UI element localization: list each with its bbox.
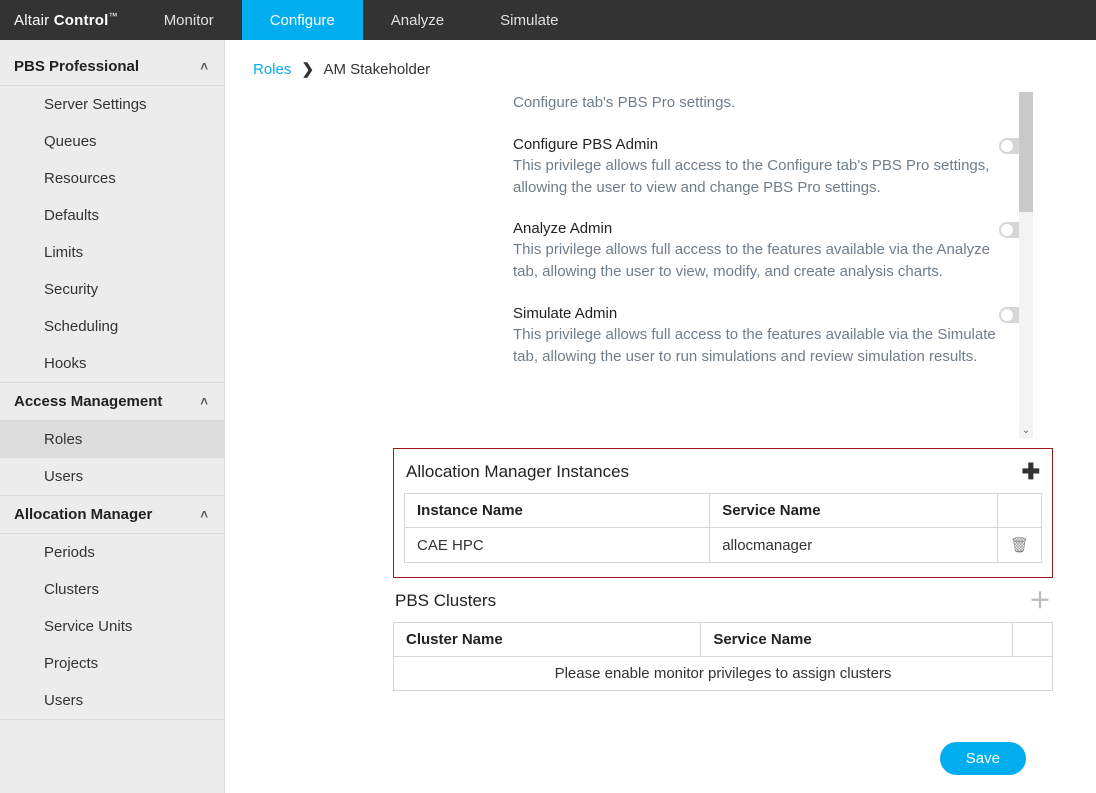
sidebar-item-projects[interactable]: Projects xyxy=(0,645,224,682)
col-service-name: Service Name xyxy=(701,623,1013,657)
brand-tm: ™ xyxy=(108,11,117,21)
sidebar-item-label: Scheduling xyxy=(44,318,118,335)
privilege-block: Analyze Admin This privilege allows full… xyxy=(513,220,1019,283)
sidebar-item-label: Projects xyxy=(44,655,98,672)
privilege-desc: This privilege allows full access to the… xyxy=(513,324,1019,368)
sidebar-item-label: Roles xyxy=(44,431,82,448)
sidebar-section-access-management[interactable]: Access Management ˄ xyxy=(0,383,224,421)
sidebar-item-limits[interactable]: Limits xyxy=(0,234,224,271)
sidebar-item-queues[interactable]: Queues xyxy=(0,123,224,160)
sidebar-item-scheduling[interactable]: Scheduling xyxy=(0,308,224,345)
privileges-scrollpane: Configure tab's PBS Pro settings. Config… xyxy=(513,92,1033,438)
clusters-table: Cluster Name Service Name Please enable … xyxy=(393,622,1053,691)
nav-label: Simulate xyxy=(500,12,558,29)
sidebar: PBS Professional ˄ Server Settings Queue… xyxy=(0,40,225,793)
breadcrumb: Roles ❯ AM Stakeholder xyxy=(253,60,1068,78)
save-button[interactable]: Save xyxy=(940,742,1026,775)
col-service-name: Service Name xyxy=(710,494,998,528)
privilege-desc-tail: Configure tab's PBS Pro settings. xyxy=(513,92,1019,114)
section-title: Allocation Manager xyxy=(14,506,152,523)
sidebar-item-server-settings[interactable]: Server Settings xyxy=(0,86,224,123)
privilege-block: Simulate Admin This privilege allows ful… xyxy=(513,305,1019,368)
section-title: Access Management xyxy=(14,393,162,410)
delete-instance-button[interactable]: 🗑 xyxy=(997,528,1041,563)
col-instance-name: Instance Name xyxy=(405,494,710,528)
scrollbar-thumb[interactable] xyxy=(1019,92,1033,212)
sidebar-section-allocation-manager[interactable]: Allocation Manager ˄ xyxy=(0,496,224,534)
col-actions xyxy=(997,494,1041,528)
col-cluster-name: Cluster Name xyxy=(394,623,701,657)
panel-pbs-clusters: PBS Clusters ＋ Cluster Name Service Name… xyxy=(393,586,1053,691)
sidebar-item-label: Periods xyxy=(44,544,95,561)
privilege-desc: This privilege allows full access to the… xyxy=(513,239,1019,283)
privilege-block: Configure PBS Admin This privilege allow… xyxy=(513,136,1019,199)
sidebar-item-periods[interactable]: Periods xyxy=(0,534,224,571)
sidebar-item-label: Clusters xyxy=(44,581,99,598)
col-actions xyxy=(1013,623,1053,657)
nav-label: Analyze xyxy=(391,12,444,29)
sidebar-item-roles[interactable]: Roles xyxy=(0,421,224,458)
sidebar-item-label: Resources xyxy=(44,170,116,187)
sidebar-item-label: Service Units xyxy=(44,618,132,635)
sidebar-item-label: Users xyxy=(44,468,83,485)
nav-monitor[interactable]: Monitor xyxy=(136,0,242,40)
breadcrumb-current: AM Stakeholder xyxy=(323,61,430,78)
sidebar-item-clusters[interactable]: Clusters xyxy=(0,571,224,608)
nav-label: Configure xyxy=(270,12,335,29)
sidebar-item-label: Server Settings xyxy=(44,96,147,113)
add-cluster-button[interactable]: ＋ xyxy=(1029,590,1051,612)
breadcrumb-link-roles[interactable]: Roles xyxy=(253,61,291,78)
brand-light: Altair xyxy=(14,12,54,29)
chevron-up-icon: ˄ xyxy=(200,507,208,522)
table-row-empty: Please enable monitor privileges to assi… xyxy=(394,657,1053,691)
nav-analyze[interactable]: Analyze xyxy=(363,0,472,40)
sidebar-item-hooks[interactable]: Hooks xyxy=(0,345,224,382)
cell-service-name: allocmanager xyxy=(710,528,998,563)
nav-simulate[interactable]: Simulate xyxy=(472,0,586,40)
add-instance-button[interactable]: ✚ xyxy=(1022,461,1040,483)
sidebar-item-label: Queues xyxy=(44,133,97,150)
sidebar-item-label: Limits xyxy=(44,244,83,261)
clusters-empty-message: Please enable monitor privileges to assi… xyxy=(394,657,1053,691)
sidebar-section-pbs-professional[interactable]: PBS Professional ˄ xyxy=(0,48,224,86)
privilege-title: Simulate Admin xyxy=(513,305,1019,322)
nav-configure[interactable]: Configure xyxy=(242,0,363,40)
brand-bold: Control xyxy=(54,12,109,29)
scrollbar[interactable]: ⌄ xyxy=(1019,92,1033,438)
sidebar-item-label: Security xyxy=(44,281,98,298)
instances-table: Instance Name Service Name CAE HPC alloc… xyxy=(404,493,1042,563)
privilege-title: Configure PBS Admin xyxy=(513,136,1019,153)
chevron-up-icon: ˄ xyxy=(200,394,208,409)
sidebar-item-resources[interactable]: Resources xyxy=(0,160,224,197)
panel-allocation-manager-instances: Allocation Manager Instances ✚ Instance … xyxy=(393,448,1053,578)
panel-title: Allocation Manager Instances xyxy=(406,462,629,482)
top-nav: Altair Control™ Monitor Configure Analyz… xyxy=(0,0,1096,40)
sidebar-item-label: Hooks xyxy=(44,355,87,372)
scrollbar-down-icon[interactable]: ⌄ xyxy=(1019,422,1033,438)
panel-title: PBS Clusters xyxy=(395,591,496,611)
privilege-title: Analyze Admin xyxy=(513,220,1019,237)
nav-label: Monitor xyxy=(164,12,214,29)
privilege-desc: This privilege allows full access to the… xyxy=(513,155,1019,199)
brand: Altair Control™ xyxy=(0,11,136,29)
sidebar-item-label: Users xyxy=(44,692,83,709)
sidebar-item-users-access[interactable]: Users xyxy=(0,458,224,495)
sidebar-item-users-alloc[interactable]: Users xyxy=(0,682,224,719)
sidebar-item-security[interactable]: Security xyxy=(0,271,224,308)
chevron-up-icon: ˄ xyxy=(200,59,208,74)
sidebar-item-label: Defaults xyxy=(44,207,99,224)
section-title: PBS Professional xyxy=(14,58,139,75)
sidebar-item-service-units[interactable]: Service Units xyxy=(0,608,224,645)
content: Roles ❯ AM Stakeholder Configure tab's P… xyxy=(225,40,1096,793)
table-row: CAE HPC allocmanager 🗑 xyxy=(405,528,1042,563)
cell-instance-name: CAE HPC xyxy=(405,528,710,563)
breadcrumb-sep-icon: ❯ xyxy=(302,61,315,78)
sidebar-item-defaults[interactable]: Defaults xyxy=(0,197,224,234)
trash-icon: 🗑 xyxy=(1010,537,1029,554)
